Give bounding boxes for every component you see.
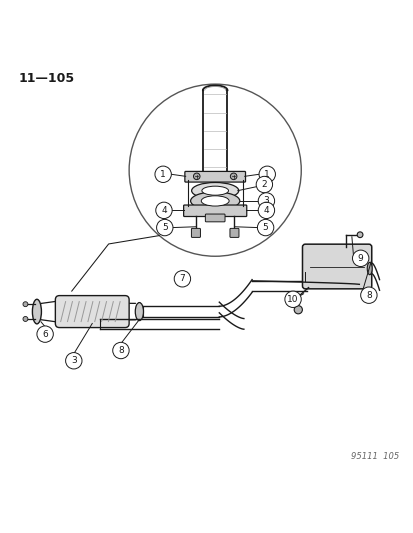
Circle shape bbox=[259, 166, 275, 182]
Circle shape bbox=[112, 342, 129, 359]
Ellipse shape bbox=[190, 192, 239, 210]
Ellipse shape bbox=[202, 186, 228, 195]
Ellipse shape bbox=[135, 303, 143, 320]
Text: 4: 4 bbox=[161, 206, 166, 215]
Text: 95111  105: 95111 105 bbox=[351, 452, 399, 461]
Text: 4: 4 bbox=[263, 206, 268, 215]
Text: 3: 3 bbox=[71, 356, 76, 365]
FancyBboxPatch shape bbox=[185, 172, 245, 182]
Circle shape bbox=[360, 287, 376, 303]
Circle shape bbox=[193, 173, 199, 180]
Text: 5: 5 bbox=[262, 223, 268, 232]
FancyBboxPatch shape bbox=[302, 244, 371, 289]
Circle shape bbox=[156, 220, 173, 236]
Ellipse shape bbox=[201, 196, 228, 206]
FancyBboxPatch shape bbox=[183, 205, 246, 216]
Circle shape bbox=[284, 291, 301, 308]
Text: 6: 6 bbox=[42, 329, 48, 338]
FancyBboxPatch shape bbox=[191, 228, 200, 237]
Circle shape bbox=[256, 176, 272, 193]
Text: 8: 8 bbox=[365, 290, 371, 300]
Ellipse shape bbox=[191, 182, 238, 199]
Circle shape bbox=[174, 271, 190, 287]
Text: 7: 7 bbox=[179, 274, 185, 284]
Circle shape bbox=[294, 305, 301, 314]
Text: 11—105: 11—105 bbox=[19, 72, 74, 85]
Ellipse shape bbox=[32, 300, 41, 324]
Circle shape bbox=[351, 250, 368, 266]
Text: 3: 3 bbox=[263, 197, 268, 205]
Circle shape bbox=[155, 202, 172, 219]
FancyBboxPatch shape bbox=[55, 296, 129, 328]
Circle shape bbox=[65, 352, 82, 369]
Circle shape bbox=[37, 326, 53, 342]
Ellipse shape bbox=[366, 262, 371, 274]
Text: 10: 10 bbox=[287, 295, 298, 304]
Circle shape bbox=[356, 232, 362, 238]
Circle shape bbox=[230, 173, 236, 180]
Circle shape bbox=[23, 302, 28, 306]
FancyBboxPatch shape bbox=[205, 214, 225, 222]
Circle shape bbox=[154, 166, 171, 182]
Text: 5: 5 bbox=[161, 223, 167, 232]
FancyBboxPatch shape bbox=[229, 228, 238, 237]
Text: 8: 8 bbox=[118, 346, 123, 355]
Circle shape bbox=[258, 193, 274, 209]
Text: 9: 9 bbox=[357, 254, 363, 263]
Text: 1: 1 bbox=[160, 170, 166, 179]
Text: 1: 1 bbox=[264, 170, 269, 179]
Circle shape bbox=[23, 317, 28, 321]
Circle shape bbox=[258, 202, 274, 219]
Circle shape bbox=[257, 220, 273, 236]
Text: 2: 2 bbox=[261, 180, 266, 189]
